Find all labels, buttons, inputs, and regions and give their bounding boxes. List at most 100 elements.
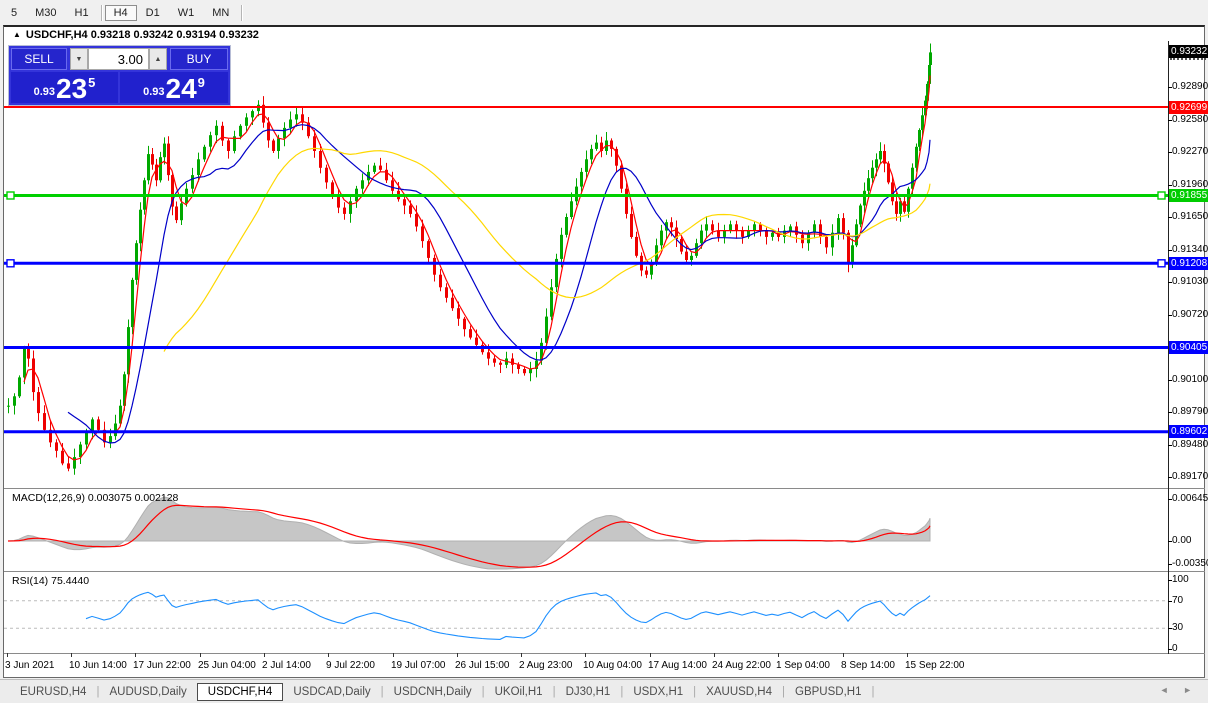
candle-body [819, 224, 822, 237]
candle-body [209, 135, 212, 147]
timeframe-d1[interactable]: D1 [145, 6, 160, 19]
volume-input[interactable]: 3.00 [88, 48, 149, 70]
candle-body [842, 218, 845, 233]
candle-body [690, 255, 693, 260]
candle-body [635, 236, 638, 256]
chart-title: ▲ USDCHF,H4 0.93218 0.93242 0.93194 0.932… [13, 29, 259, 41]
symbol-ohlc-text: USDCHF,H4 0.93218 0.93242 0.93194 0.9323… [25, 29, 259, 41]
candle-body [918, 130, 921, 147]
candle-body [855, 224, 858, 246]
tab-dj30-h1[interactable]: DJ30,H1 [565, 685, 611, 698]
tab-scroll-right-icon[interactable]: ► [1183, 685, 1192, 695]
candle-body [928, 65, 931, 84]
candle-body [475, 337, 478, 345]
candle-body [227, 140, 230, 151]
tab-usdx-h1[interactable]: USDX,H1 [633, 685, 684, 698]
candle-body [753, 224, 756, 231]
sell-price-big: 23 [56, 73, 88, 104]
tab-separator: | [871, 685, 875, 698]
tab-ukoil-h1[interactable]: UKOil,H1 [494, 685, 543, 698]
rsi-value: 75.4440 [51, 575, 90, 587]
tab-usdchf-h4[interactable]: USDCHF,H4 [196, 682, 284, 701]
candle-body [451, 297, 454, 309]
candle-body [747, 230, 750, 237]
line-handle[interactable] [1157, 259, 1166, 268]
candle-body [171, 175, 174, 207]
tab-xauusd-h4[interactable]: XAUUSD,H4 [706, 685, 772, 698]
candle-body [705, 224, 708, 231]
candle-body [625, 188, 628, 214]
candle-body [926, 83, 929, 101]
tab-usdcad-daily[interactable]: USDCAD,Daily [293, 685, 371, 698]
candle-body [127, 327, 130, 375]
candle-body [233, 136, 236, 151]
candle-body [700, 230, 703, 244]
candle-body [109, 436, 112, 443]
rsi-pane-canvas[interactable] [4, 573, 1168, 653]
candle-body [91, 419, 94, 432]
timeframe-m5[interactable]: 5 [11, 6, 18, 19]
pane-separator[interactable] [4, 571, 1205, 572]
candle-body [37, 392, 40, 414]
candle-body [675, 227, 678, 239]
line-handle[interactable] [6, 191, 15, 200]
timeframe-mn[interactable]: MN [212, 6, 230, 19]
symbol-tab-bar: EURUSD,H4 | AUDUSD,Daily USDCHF,H4 USDCAD… [0, 679, 1208, 703]
candle-body [879, 151, 882, 160]
candle-body [535, 360, 538, 369]
candle-body [97, 419, 100, 430]
toolbar-separator [100, 4, 102, 21]
candle-body [79, 444, 82, 458]
candle-body [18, 377, 21, 397]
candle-body [337, 195, 340, 208]
tab-scroll-left-icon[interactable]: ◄ [1159, 685, 1169, 695]
tab-gbpusd-h1[interactable]: GBPUSD,H1 [795, 685, 862, 698]
candle-body [723, 230, 726, 237]
candle-body [385, 169, 388, 181]
tab-eurusd-h4[interactable]: EURUSD,H4 [20, 685, 87, 698]
candle-body [825, 236, 828, 248]
buy-price-prefix: 0.93 [143, 86, 165, 98]
candle-body [180, 203, 183, 221]
sell-price-display[interactable]: 0.93 23 5 [11, 72, 118, 103]
candle-body [163, 143, 166, 158]
collapse-triangle-icon[interactable]: ▲ [13, 30, 21, 39]
line-handle[interactable] [1157, 191, 1166, 200]
price-chart-canvas[interactable] [4, 41, 1168, 488]
rsi-name: RSI(14) [12, 575, 49, 587]
one-click-trade-panel: SELL ▼ 3.00 ▲ BUY 0.93 23 5 0.93 24 9 [8, 45, 231, 106]
buy-button[interactable]: BUY [170, 48, 228, 70]
candle-body [295, 114, 298, 120]
sell-button[interactable]: SELL [11, 48, 67, 70]
candle-body [595, 142, 598, 149]
volume-decrease-button[interactable]: ▼ [70, 48, 88, 70]
candle-body [445, 287, 448, 298]
tab-scroll-arrows: ◄ ► [1148, 685, 1192, 695]
tab-usdcnh-daily[interactable]: USDCNH,Daily [393, 685, 472, 698]
timeframe-m30[interactable]: M30 [35, 6, 57, 19]
timeframe-w1[interactable]: W1 [177, 6, 195, 19]
candle-body [319, 151, 322, 168]
candle-body [660, 230, 663, 246]
timeframe-h1[interactable]: H1 [74, 6, 89, 19]
candle-body [123, 374, 126, 406]
candle-body [831, 232, 834, 248]
timeframe-h4[interactable]: H4 [104, 4, 137, 21]
candle-body [151, 154, 154, 165]
pane-separator[interactable] [4, 653, 1205, 654]
tab-separator: | [481, 685, 485, 698]
candle-body [61, 450, 64, 464]
candle-body [215, 125, 218, 136]
line-handle[interactable] [6, 259, 15, 268]
candle-body [565, 217, 568, 235]
pane-separator[interactable] [4, 488, 1205, 489]
buy-price-display[interactable]: 0.93 24 9 [120, 72, 228, 103]
macd-pane-canvas[interactable] [4, 491, 1168, 571]
candle-body [283, 127, 286, 139]
tab-audusd-daily[interactable]: AUDUSD,Daily [109, 685, 187, 698]
candle-body [203, 146, 206, 160]
candle-body [325, 167, 328, 183]
candle-body [159, 157, 162, 181]
candle-body [891, 182, 894, 202]
volume-increase-button[interactable]: ▲ [149, 48, 167, 70]
